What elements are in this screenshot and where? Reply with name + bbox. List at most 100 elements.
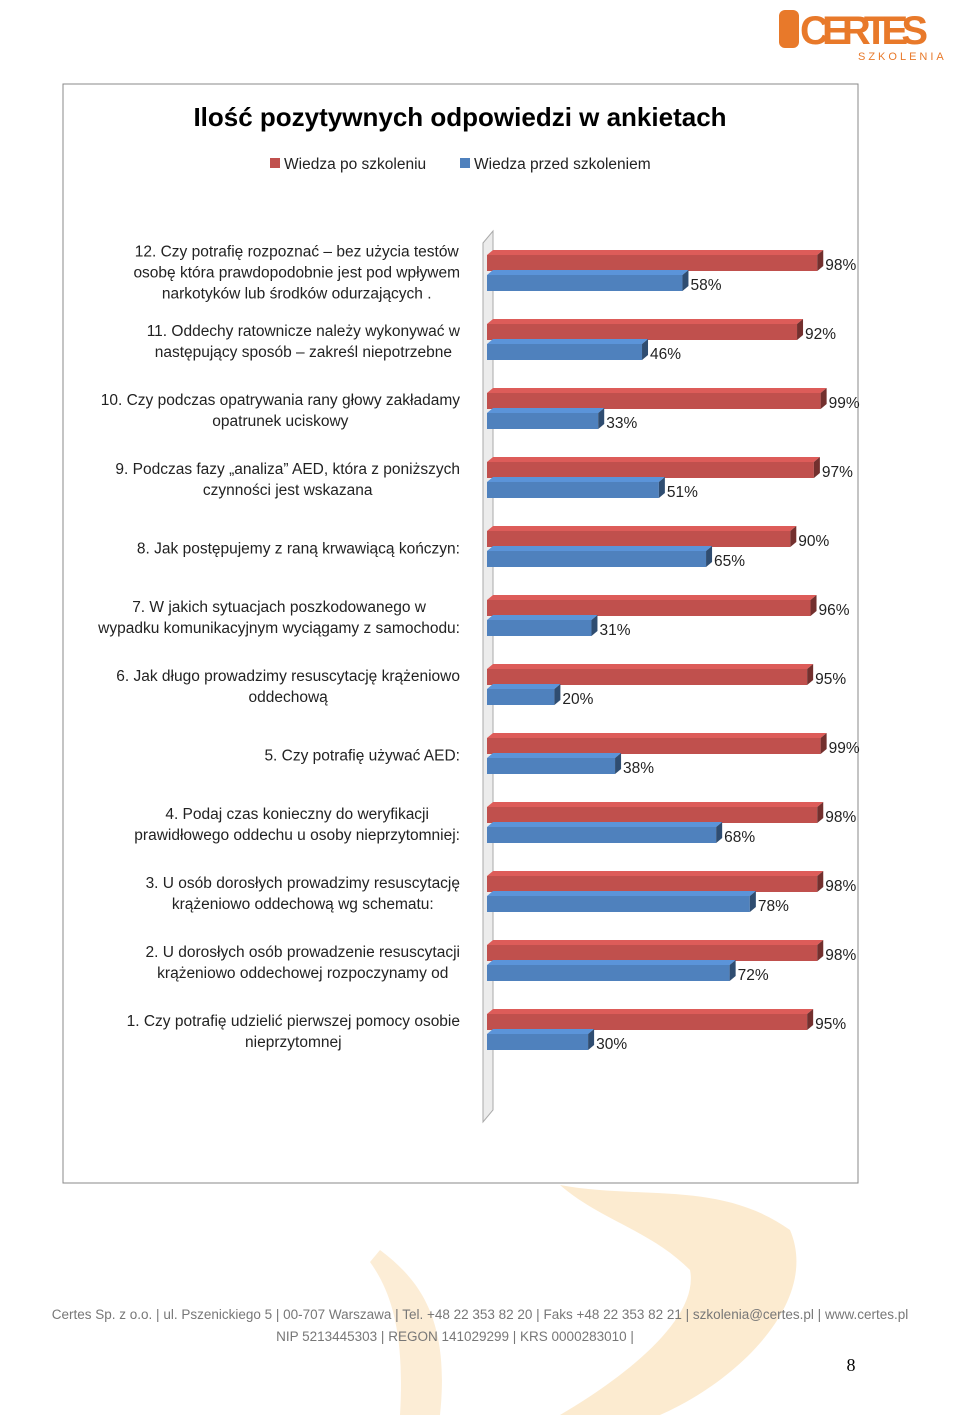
value-label: 58%: [690, 277, 721, 294]
bar: [487, 1034, 589, 1050]
bar-side: [729, 960, 736, 981]
bar-top: [487, 733, 827, 738]
bar-top: [487, 940, 824, 945]
bar: [487, 344, 643, 360]
bar: [487, 413, 599, 429]
value-label: 33%: [606, 415, 637, 432]
bar-side: [658, 477, 665, 498]
bar-top: [487, 270, 689, 275]
value-label: 96%: [819, 602, 850, 619]
bar: [487, 551, 707, 567]
page-number: 8: [847, 1355, 856, 1375]
value-label: 31%: [599, 622, 630, 639]
value-label: 30%: [596, 1036, 627, 1053]
bar: [487, 1014, 808, 1030]
value-label: 78%: [758, 898, 789, 915]
bar: [487, 669, 808, 685]
footer-line: Certes Sp. z o.o. | ul. Pszenickiego 5 |…: [52, 1307, 908, 1322]
bar: [487, 945, 818, 961]
bar-side: [588, 1029, 595, 1050]
category-label: 1. Czy potrafię udzielić pierwszej pomoc…: [126, 1013, 460, 1051]
value-label: 99%: [829, 740, 860, 757]
bar-side: [682, 270, 689, 291]
bar-side: [817, 250, 824, 271]
value-label: 20%: [562, 691, 593, 708]
value-label: 97%: [822, 464, 853, 481]
bar: [487, 965, 730, 981]
logo: CERTES: [800, 9, 928, 53]
category-label: 7. W jakich sytuacjach poszkodowanego w …: [98, 599, 460, 637]
bar-side: [807, 664, 814, 685]
category-label: 8. Jak postępujemy z raną krwawiącą końc…: [136, 540, 460, 558]
bar: [487, 600, 811, 616]
bar-top: [487, 871, 824, 876]
bar: [487, 255, 818, 271]
bar-side: [716, 822, 723, 843]
value-label: 90%: [798, 533, 829, 550]
legend-swatch: [460, 158, 470, 168]
bar-top: [487, 477, 665, 482]
value-label: 98%: [825, 947, 856, 964]
bar: [487, 531, 791, 547]
value-label: 98%: [825, 257, 856, 274]
value-label: 51%: [667, 484, 698, 501]
value-label: 65%: [714, 553, 745, 570]
bar-top: [487, 753, 622, 758]
bar-side: [817, 802, 824, 823]
legend-swatch: [270, 158, 280, 168]
bar: [487, 275, 683, 291]
bar-top: [487, 388, 827, 393]
category-label: 3. U osób dorosłych prowadzimy resuscyta…: [145, 875, 460, 913]
bar-side: [817, 940, 824, 961]
legend-label: Wiedza przed szkoleniem: [474, 156, 651, 173]
bar-side: [615, 753, 622, 774]
bar-top: [487, 1029, 595, 1034]
decoration: [370, 1250, 442, 1415]
footer-line: NIP 5213445303 | REGON 141029299 | KRS 0…: [276, 1329, 634, 1344]
category-label: 10. Czy podczas opatrywania rany głowy z…: [100, 392, 460, 430]
bar-side: [749, 891, 756, 912]
bar: [487, 896, 750, 912]
logo-sub: SZKOLENIA: [858, 51, 947, 63]
logo-mark: [779, 10, 799, 48]
bar: [487, 324, 798, 340]
bar-top: [487, 319, 804, 324]
decoration: [560, 1185, 797, 1415]
bar-top: [487, 546, 713, 551]
bar: [487, 758, 616, 774]
value-label: 99%: [829, 395, 860, 412]
bar-side: [706, 546, 713, 567]
bar-top: [487, 684, 561, 689]
bar-top: [487, 457, 820, 462]
bar-side: [820, 733, 827, 754]
bar-top: [487, 960, 736, 965]
bar: [487, 393, 821, 409]
bar: [487, 738, 821, 754]
category-label: 2. U dorosłych osób prowadzenie resuscyt…: [145, 944, 460, 982]
category-label: 9. Podczas fazy „analiza” AED, która z p…: [115, 461, 460, 499]
bar-top: [487, 1009, 814, 1014]
category-label: 11. Oddechy ratownicze należy wykonywać …: [146, 323, 460, 361]
bar-side: [810, 595, 817, 616]
bar: [487, 827, 717, 843]
value-label: 95%: [815, 671, 846, 688]
bar-top: [487, 595, 817, 600]
bar-side: [820, 388, 827, 409]
value-label: 46%: [650, 346, 681, 363]
chart-title: Ilość pozytywnych odpowiedzi w ankietach: [193, 102, 726, 132]
bar-side: [554, 684, 561, 705]
bar-side: [598, 408, 605, 429]
bar-side: [797, 319, 804, 340]
value-label: 98%: [825, 809, 856, 826]
category-label: 6. Jak długo prowadzimy resuscytację krą…: [116, 668, 460, 706]
bar: [487, 620, 592, 636]
bar-top: [487, 408, 605, 413]
bar-side: [591, 615, 598, 636]
bar-side: [817, 871, 824, 892]
category-label: 4. Podaj czas konieczny do weryfikacji p…: [134, 806, 460, 844]
category-label: 12. Czy potrafię rozpoznać – bez użycia …: [133, 243, 460, 303]
bar: [487, 807, 818, 823]
category-label: 5. Czy potrafię używać AED:: [264, 747, 460, 765]
value-label: 38%: [623, 760, 654, 777]
